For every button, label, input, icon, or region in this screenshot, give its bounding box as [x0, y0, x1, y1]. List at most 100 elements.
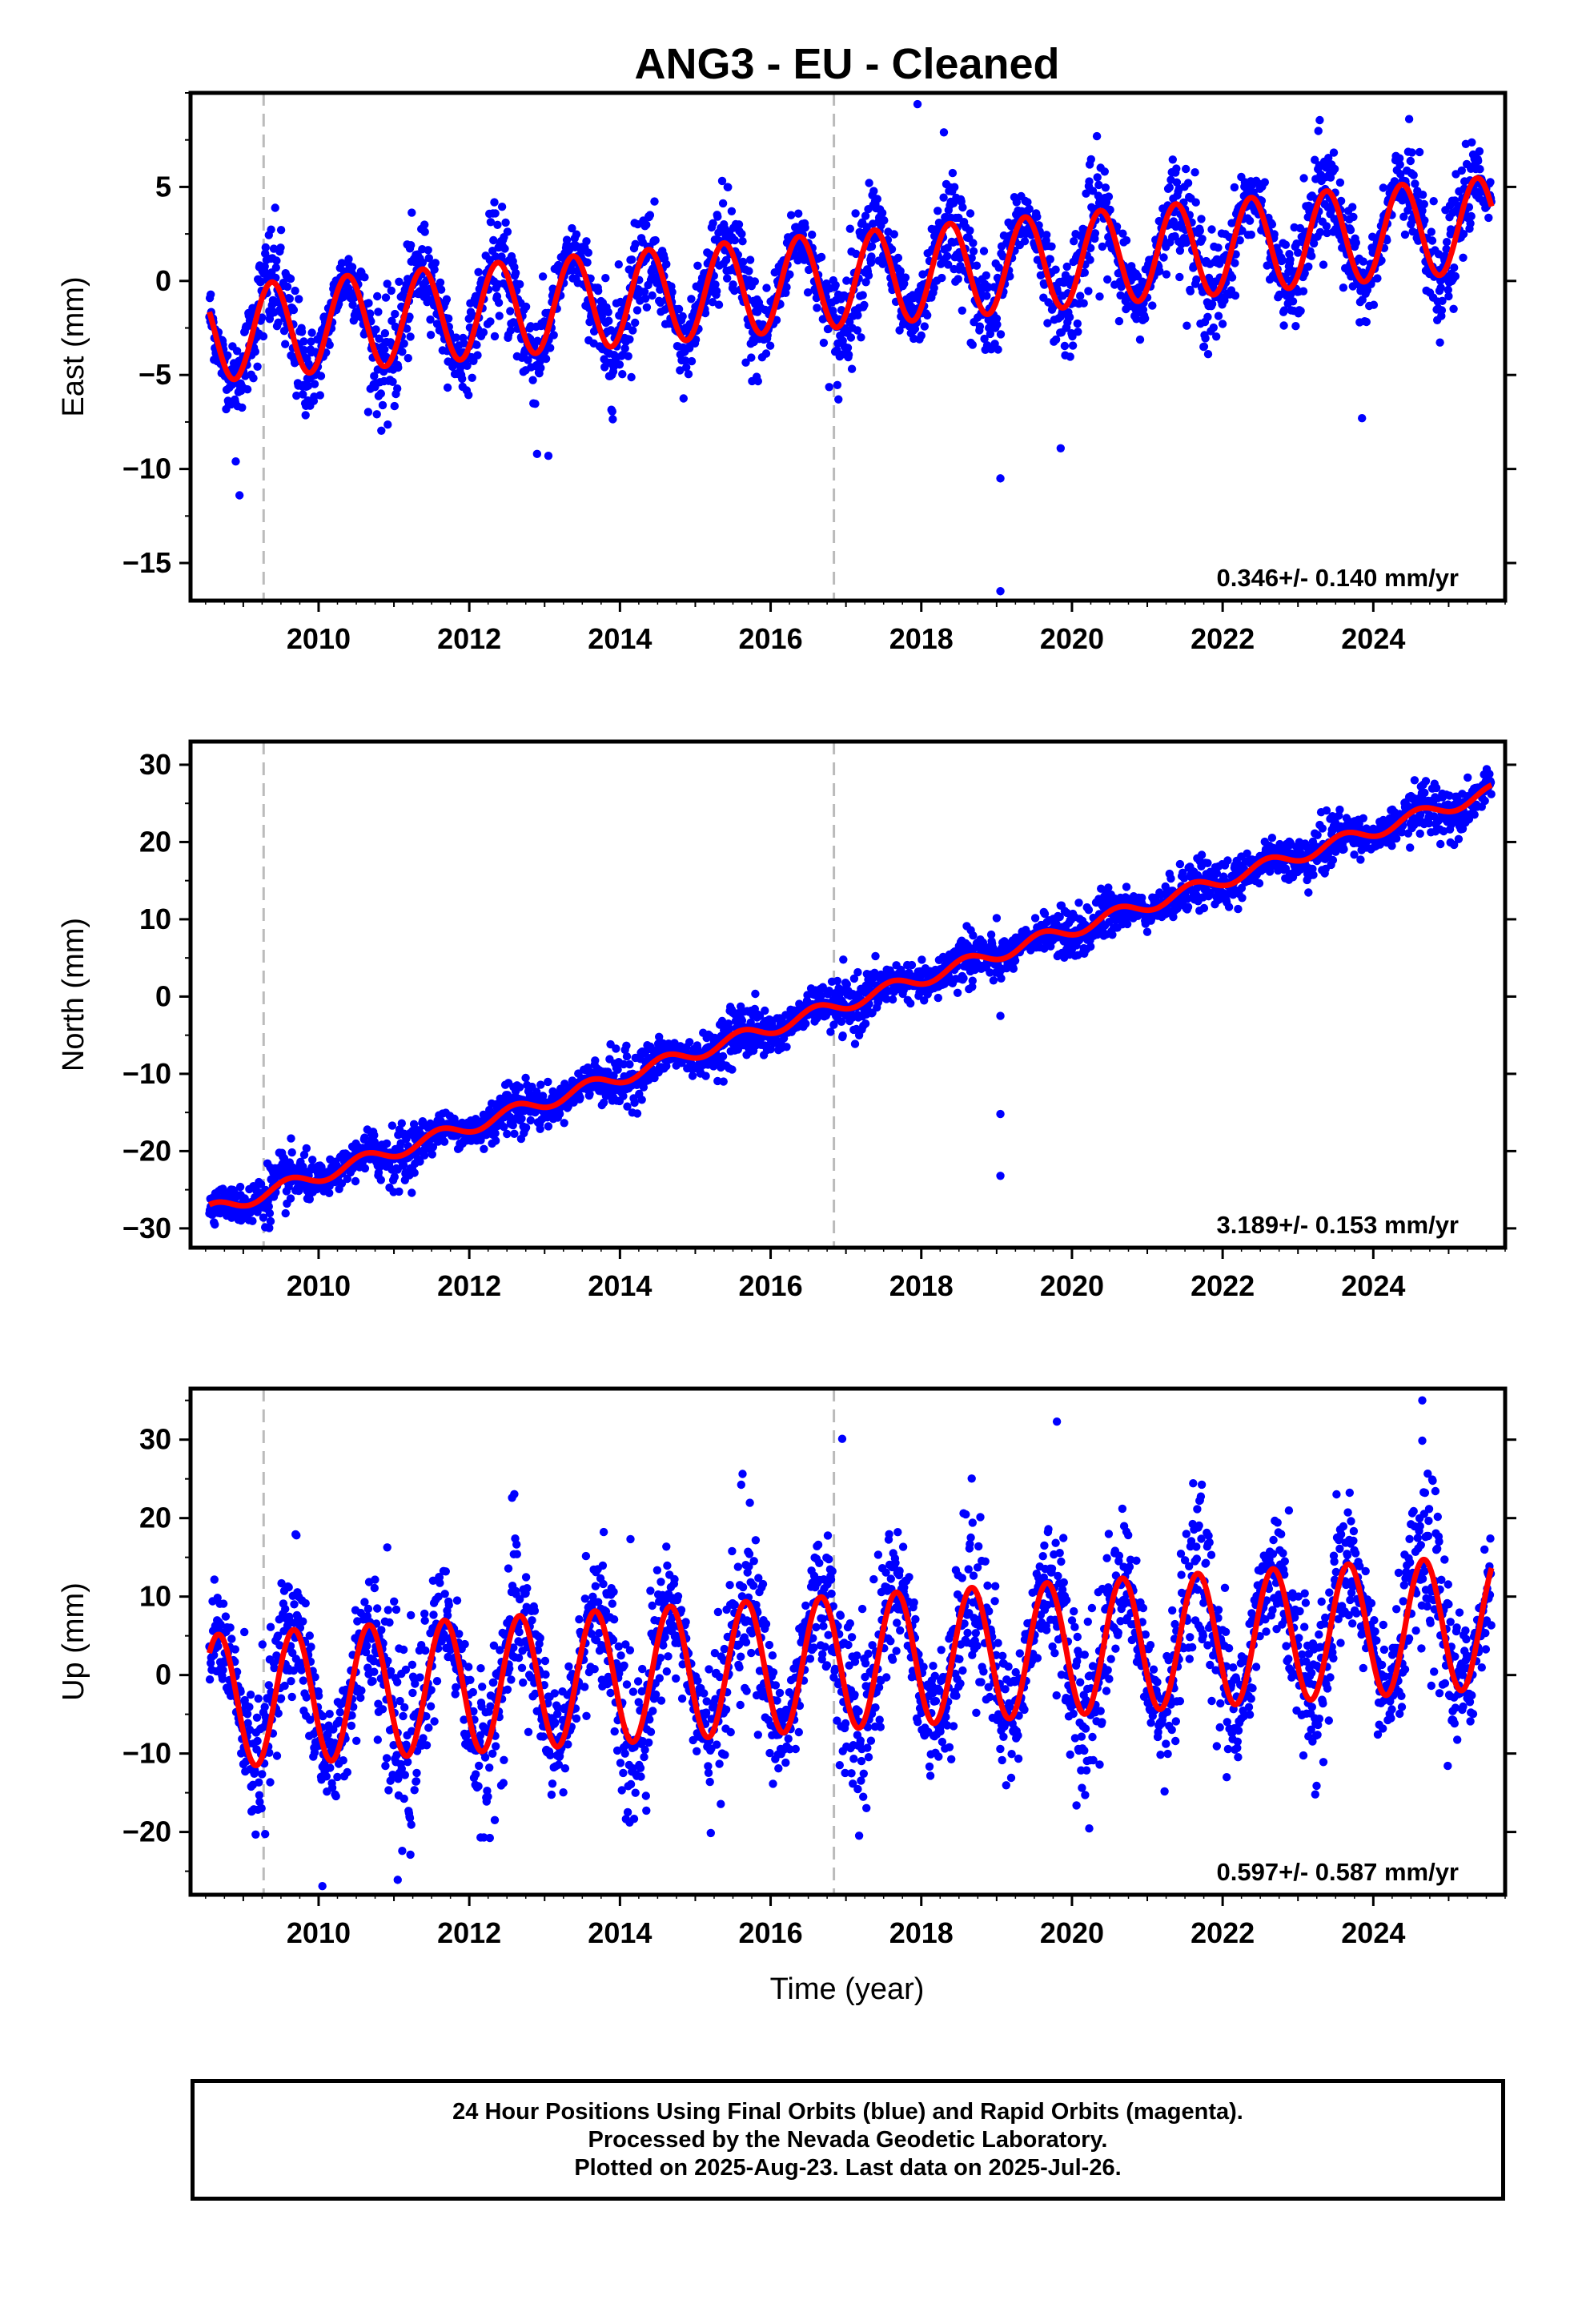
- data-point: [1062, 262, 1071, 271]
- data-point: [1339, 283, 1348, 292]
- data-point: [907, 960, 917, 970]
- outlier-point: [939, 128, 949, 137]
- data-point: [253, 362, 262, 371]
- data-point: [866, 258, 876, 267]
- data-point: [950, 183, 959, 191]
- data-point: [1080, 268, 1090, 277]
- data-point: [997, 974, 1006, 983]
- data-point: [1373, 274, 1382, 283]
- data-point: [842, 979, 852, 989]
- data-point: [850, 1039, 860, 1048]
- model-fit-line: [207, 175, 1495, 383]
- data-point: [308, 1156, 317, 1164]
- data-point: [406, 332, 415, 341]
- data-point: [1451, 196, 1460, 205]
- data-point: [829, 306, 837, 316]
- data-point: [1383, 235, 1391, 245]
- data-point: [506, 326, 516, 335]
- data-point: [382, 1139, 391, 1148]
- data-point: [560, 1119, 568, 1128]
- data-point: [608, 415, 617, 424]
- data-point: [1231, 259, 1239, 267]
- data-point: [418, 258, 428, 267]
- data-point: [521, 1123, 531, 1132]
- data-point: [1406, 156, 1415, 166]
- data-point: [975, 322, 985, 331]
- data-point: [786, 211, 796, 219]
- data-point: [1464, 203, 1474, 211]
- data-point: [622, 1041, 631, 1051]
- x-tick-label: 2012: [437, 622, 501, 655]
- data-point: [968, 983, 977, 991]
- data-point: [1025, 204, 1034, 214]
- data-point: [511, 268, 520, 278]
- data-point: [1132, 315, 1141, 324]
- data-point: [601, 274, 610, 283]
- data-point: [474, 267, 483, 276]
- data-point: [966, 209, 975, 218]
- data-point: [980, 334, 989, 344]
- data-point: [676, 366, 685, 375]
- data-point: [917, 331, 926, 340]
- data-point: [1396, 170, 1405, 179]
- data-point: [1296, 307, 1305, 316]
- x-tick-label: 2010: [287, 622, 351, 655]
- data-point: [1442, 244, 1451, 254]
- data-point: [582, 237, 591, 246]
- data-point: [410, 1168, 419, 1177]
- data-point: [713, 212, 722, 221]
- data-point: [584, 248, 592, 257]
- data-point: [934, 207, 942, 215]
- data-point: [1466, 219, 1475, 228]
- data-point: [1112, 222, 1122, 231]
- data-point: [1201, 334, 1210, 343]
- outlier-point: [996, 587, 1005, 596]
- data-point: [1074, 328, 1082, 336]
- data-point: [979, 247, 989, 255]
- data-point: [443, 383, 452, 392]
- data-point: [1192, 275, 1201, 284]
- data-point: [491, 1129, 500, 1138]
- data-point: [1070, 237, 1078, 246]
- data-point: [583, 258, 592, 267]
- data-point: [1175, 272, 1184, 282]
- data-point: [1230, 183, 1239, 192]
- y-tick-label: −5: [139, 358, 171, 391]
- data-point: [627, 372, 636, 382]
- data-point: [1299, 287, 1308, 296]
- data-point: [958, 306, 967, 315]
- data-point: [688, 1072, 697, 1080]
- data-point: [1197, 215, 1206, 223]
- data-point: [1148, 301, 1157, 310]
- data-point: [1175, 246, 1185, 255]
- data-point: [531, 400, 540, 408]
- data-point: [1104, 192, 1114, 201]
- data-point: [1451, 271, 1460, 281]
- outlier-point: [996, 474, 1005, 483]
- data-point: [283, 282, 292, 292]
- data-point: [315, 391, 324, 400]
- data-point: [959, 974, 968, 983]
- data-point: [1088, 187, 1098, 195]
- data-point: [508, 1120, 517, 1130]
- data-point: [251, 347, 259, 356]
- data-point: [737, 1016, 747, 1025]
- data-point: [510, 1129, 519, 1139]
- data-point: [877, 208, 887, 218]
- y-tick-label: −10: [122, 452, 171, 485]
- data-point: [1278, 255, 1287, 265]
- data-point: [1198, 235, 1207, 243]
- data-point: [370, 372, 379, 380]
- data-point: [399, 1160, 408, 1170]
- data-point: [1040, 909, 1050, 919]
- data-point: [639, 1083, 648, 1092]
- data-point: [1122, 919, 1132, 929]
- data-point: [420, 227, 429, 236]
- data-point: [1351, 238, 1361, 247]
- data-point: [259, 332, 268, 341]
- data-point: [1319, 260, 1328, 269]
- data-point: [428, 1150, 436, 1159]
- data-point: [1359, 257, 1368, 266]
- data-point: [1159, 253, 1168, 262]
- data-point: [343, 1174, 351, 1184]
